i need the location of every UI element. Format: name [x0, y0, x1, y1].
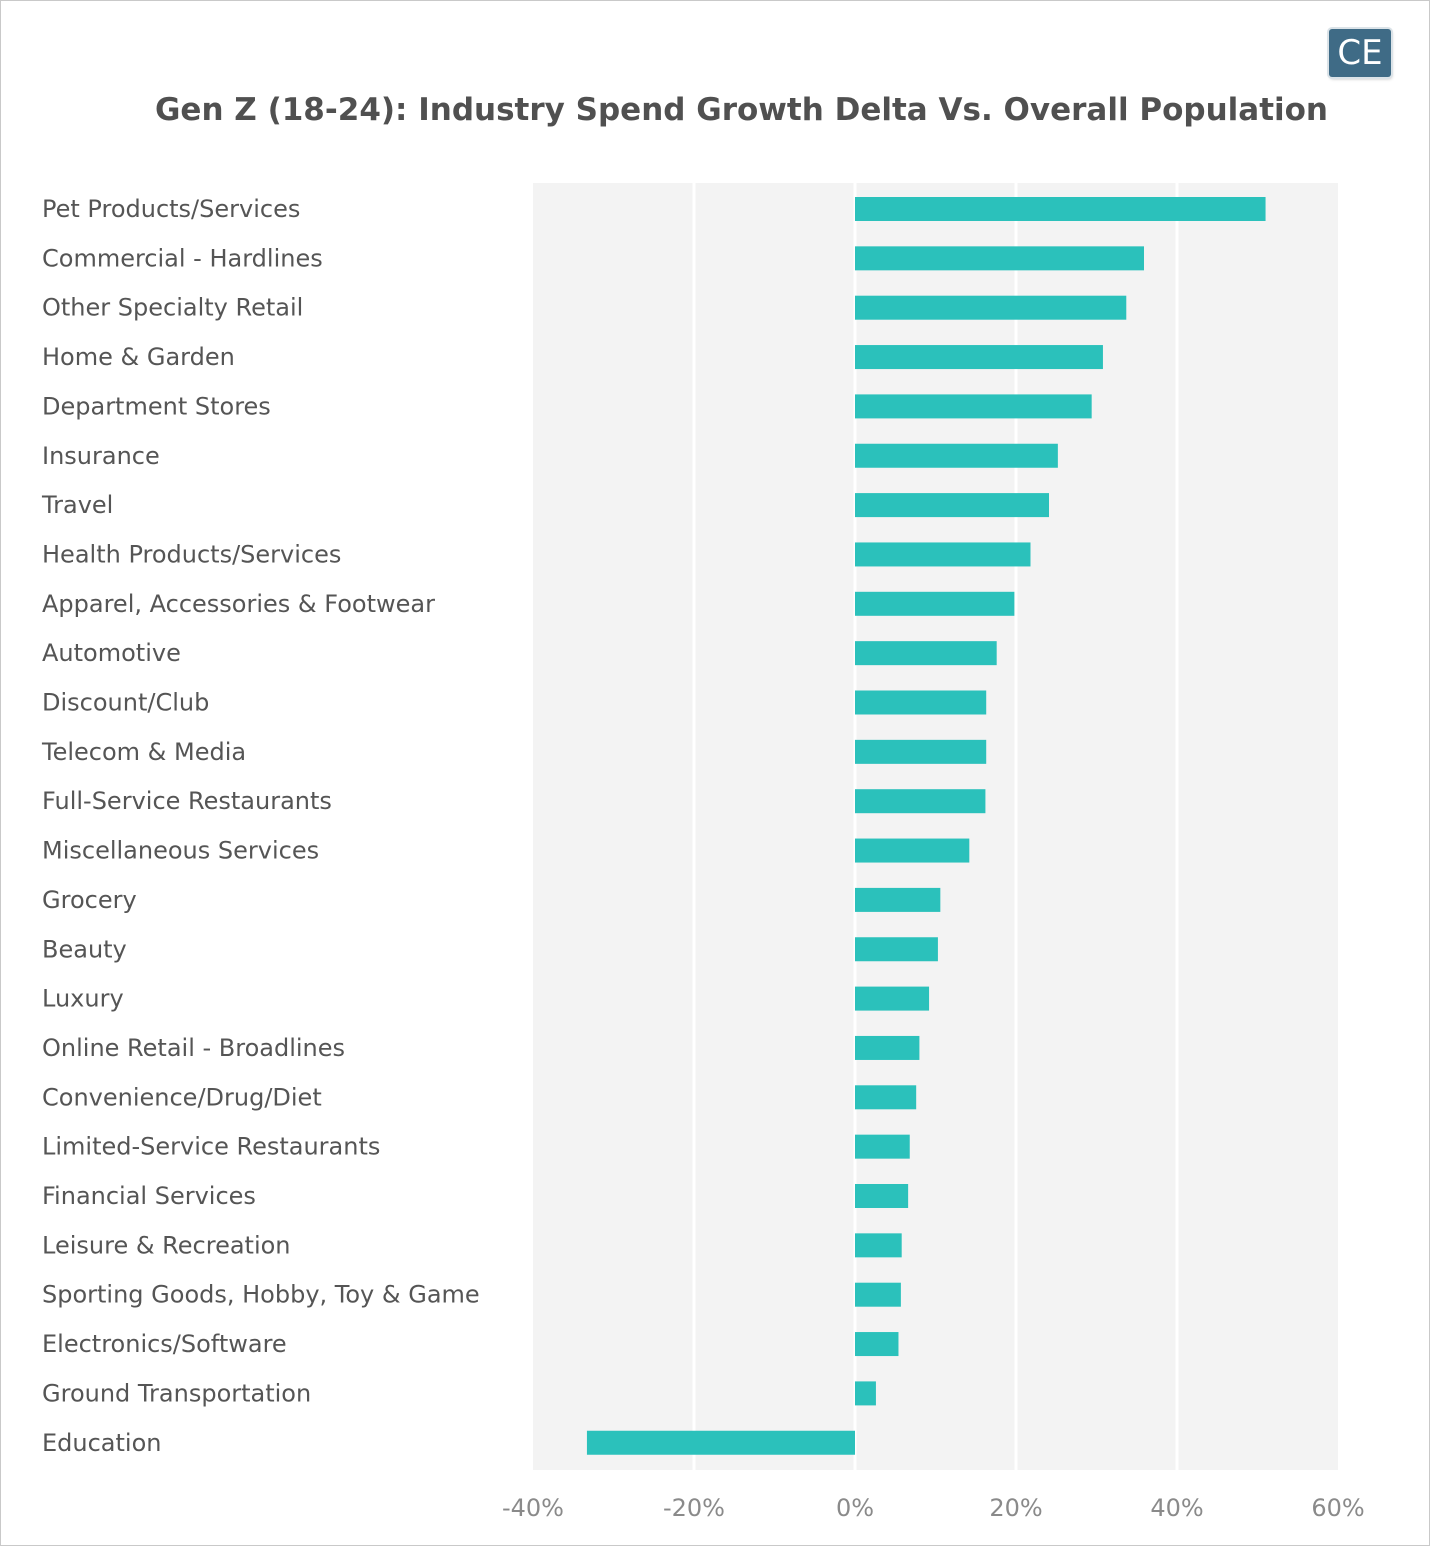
bar: [855, 295, 1127, 320]
category-label: Leisure & Recreation: [42, 1231, 291, 1259]
category-label: Beauty: [42, 935, 127, 963]
category-label: Online Retail - Broadlines: [42, 1034, 345, 1062]
bar: [855, 1184, 909, 1208]
bar: [855, 443, 1058, 468]
bar: [855, 887, 941, 912]
category-label: Electronics/Software: [42, 1330, 287, 1358]
bar: [855, 838, 970, 863]
category-label: Convenience/Drug/Diet: [42, 1083, 322, 1111]
category-label: Insurance: [42, 442, 160, 470]
bar: [855, 246, 1144, 271]
bar: [855, 493, 1050, 518]
bar: [855, 641, 997, 666]
bar: [855, 1233, 902, 1258]
bar: [855, 345, 1103, 370]
bar: [855, 1282, 901, 1307]
category-label: Commercial - Hardlines: [42, 244, 323, 272]
x-tick-label: -20%: [663, 1494, 725, 1522]
category-label: Travel: [41, 491, 113, 519]
category-label: Health Products/Services: [42, 540, 341, 568]
plot-area: [533, 183, 1338, 1470]
category-label: Apparel, Accessories & Footwear: [42, 590, 435, 618]
category-label: Department Stores: [42, 392, 271, 420]
category-label: Discount/Club: [42, 689, 209, 717]
x-tick-label: -40%: [502, 1494, 564, 1522]
bar: [855, 690, 987, 715]
category-label: Education: [42, 1429, 161, 1457]
category-label: Full-Service Restaurants: [42, 787, 332, 815]
category-labels: Pet Products/Services Commercial - Hardli…: [41, 195, 480, 1457]
category-label: Grocery: [42, 886, 137, 914]
bar: [855, 986, 930, 1011]
category-label: Other Specialty Retail: [42, 294, 303, 322]
category-label: Pet Products/Services: [42, 195, 300, 223]
bar: [855, 739, 987, 764]
category-label: Automotive: [42, 639, 181, 667]
ce-logo: CE: [1329, 29, 1391, 77]
bar: [855, 197, 1266, 221]
category-label: Ground Transportation: [42, 1379, 311, 1407]
bar: [855, 394, 1092, 419]
category-label: Sporting Goods, Hobby, Toy & Game: [42, 1281, 480, 1309]
bar: [855, 591, 1015, 616]
bar: [855, 1085, 917, 1110]
bar: [855, 542, 1031, 567]
x-tick-label: 60%: [1311, 1494, 1364, 1522]
bar: [586, 1430, 855, 1455]
bar: [855, 1332, 899, 1357]
x-tick-label: 0%: [836, 1494, 874, 1522]
category-label: Telecom & Media: [41, 738, 246, 766]
category-label: Luxury: [42, 985, 124, 1013]
bar: [855, 1134, 910, 1159]
x-axis-tick-labels: -40% -20% 0% 20% 40% 60%: [502, 1494, 1365, 1522]
bars: [586, 197, 1266, 1455]
bar: [855, 1035, 920, 1060]
category-label: Miscellaneous Services: [42, 837, 319, 865]
x-tick-label: 20%: [989, 1494, 1042, 1522]
category-label: Limited-Service Restaurants: [42, 1133, 380, 1161]
bar: [855, 1381, 876, 1406]
bar: [855, 937, 938, 962]
category-label: Home & Garden: [42, 343, 235, 371]
category-label: Financial Services: [42, 1182, 256, 1210]
bar: [855, 789, 986, 814]
chart-title: Gen Z (18-24): Industry Spend Growth Del…: [154, 92, 1329, 128]
x-tick-label: 40%: [1150, 1494, 1203, 1522]
